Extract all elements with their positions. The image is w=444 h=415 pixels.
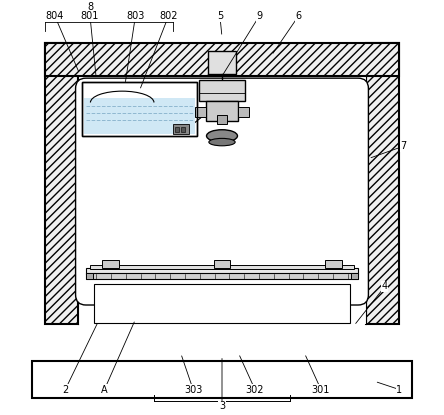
Text: 4: 4 — [382, 281, 388, 291]
Text: 1: 1 — [396, 385, 402, 395]
Bar — [366, 43, 399, 324]
Bar — [351, 273, 358, 279]
Bar — [90, 266, 354, 269]
Ellipse shape — [209, 138, 235, 146]
Text: 9: 9 — [256, 11, 262, 21]
Bar — [173, 124, 189, 134]
Ellipse shape — [206, 130, 238, 142]
Bar — [32, 361, 412, 398]
Bar — [45, 43, 399, 76]
Text: A: A — [101, 385, 108, 395]
Text: 303: 303 — [184, 385, 202, 395]
Text: 301: 301 — [312, 385, 330, 395]
Text: 801: 801 — [81, 11, 99, 21]
Bar — [86, 268, 358, 274]
Bar — [82, 82, 197, 136]
FancyBboxPatch shape — [75, 78, 369, 305]
Text: 302: 302 — [246, 385, 264, 395]
Text: 6: 6 — [295, 11, 301, 21]
Bar — [86, 273, 93, 279]
Bar — [94, 284, 350, 323]
Text: 802: 802 — [159, 11, 178, 21]
Text: 2: 2 — [62, 385, 68, 395]
Text: 7: 7 — [400, 141, 407, 151]
Bar — [217, 115, 227, 124]
Bar — [174, 127, 178, 132]
Bar — [238, 107, 249, 117]
Bar — [181, 127, 185, 132]
Bar — [82, 82, 197, 136]
Text: 804: 804 — [46, 11, 64, 21]
Text: 803: 803 — [126, 11, 145, 21]
Bar — [207, 51, 237, 74]
Bar — [84, 98, 195, 134]
Bar — [86, 273, 358, 279]
Bar — [214, 260, 230, 268]
Text: 3: 3 — [219, 401, 225, 411]
Bar — [103, 260, 119, 268]
Bar — [199, 80, 245, 101]
Bar — [206, 101, 238, 122]
Text: 8: 8 — [87, 2, 93, 12]
Bar — [45, 43, 78, 324]
Bar — [325, 260, 341, 268]
Bar — [195, 107, 206, 117]
Bar — [78, 76, 366, 324]
Text: 5: 5 — [217, 11, 223, 21]
